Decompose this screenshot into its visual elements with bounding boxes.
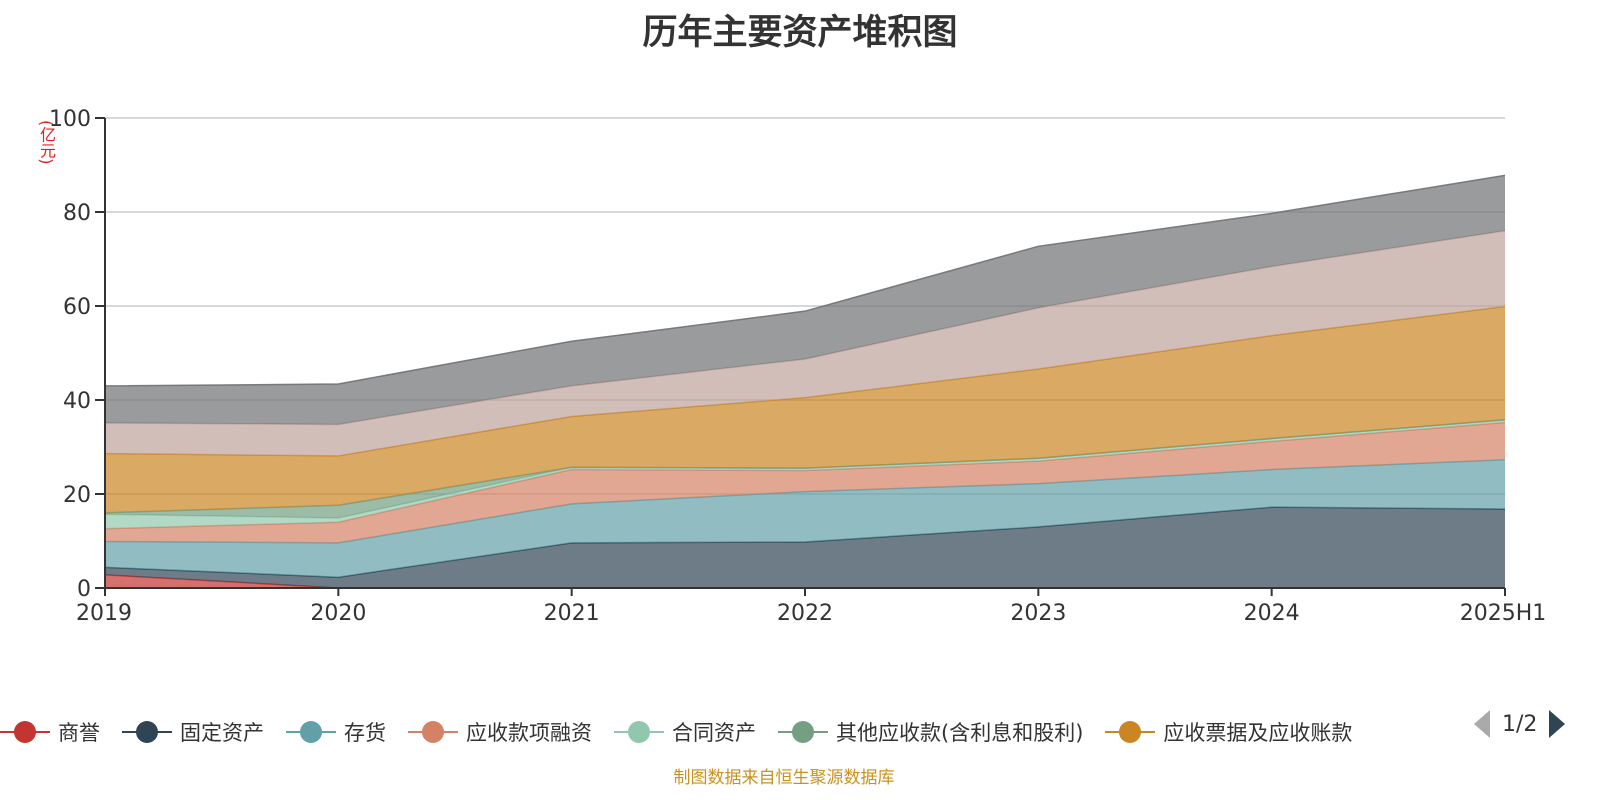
legend-label: 其他应收款(含利息和股利) xyxy=(836,721,1084,745)
legend-marker-icon xyxy=(1105,720,1156,744)
y-tick-label: 40 xyxy=(63,389,91,414)
legend-marker-icon xyxy=(778,720,828,744)
x-tick-label: 2019 xyxy=(76,601,132,626)
y-tick-label: 20 xyxy=(63,483,91,508)
x-tick-label: 2023 xyxy=(1010,601,1066,626)
legend-pager: 1/2 xyxy=(1474,704,1566,744)
area-series-1 xyxy=(105,574,1505,588)
y-tick-label: 100 xyxy=(49,107,91,132)
y-tick-label: 0 xyxy=(77,577,91,602)
legend-marker-icon xyxy=(122,720,172,744)
legend-label: 固定资产 xyxy=(180,721,264,745)
x-tick-label: 2021 xyxy=(544,601,600,626)
area-series-5 xyxy=(105,419,1505,529)
stacked-area-chart: 0 20 40 60 80 100 2019 2020 2021 2022 2023 2024 2025… xyxy=(49,107,1546,626)
area-series-4 xyxy=(105,422,1505,543)
legend-item[interactable]: 合同资产 xyxy=(614,717,756,747)
area-series-7 xyxy=(105,306,1505,513)
x-tick-label: 2024 xyxy=(1244,601,1300,626)
legend-next-page-icon[interactable] xyxy=(1549,710,1566,738)
legend-item[interactable]: 其他应收款(含利息和股利) xyxy=(778,717,1083,747)
legend-marker-icon xyxy=(286,720,336,744)
x-tick-label: 2022 xyxy=(777,601,833,626)
legend-prev-page-icon[interactable] xyxy=(1474,710,1490,738)
x-tick-label: 2020 xyxy=(310,601,366,626)
x-tick-label: 2025H1 xyxy=(1460,601,1547,626)
legend-label: 存货 xyxy=(344,721,386,745)
legend-label: 合同资产 xyxy=(672,721,756,745)
y-axis-unit-label: (亿元) xyxy=(37,120,56,165)
y-tick-label: 80 xyxy=(63,201,91,226)
series-line-9 xyxy=(104,174,1506,387)
legend-label: 商誉 xyxy=(58,721,100,745)
legend-item[interactable]: 应收票据及应收账款 xyxy=(1105,717,1352,747)
chart-title: 历年主要资产堆积图 xyxy=(642,13,958,53)
legend-item[interactable]: 应收款项融资 xyxy=(408,717,592,747)
area-series-9 xyxy=(105,175,1505,425)
legend-label: 应收款项融资 xyxy=(466,721,592,745)
legend-marker-icon xyxy=(0,720,50,744)
legend-marker-icon xyxy=(614,720,664,744)
area-series-2 xyxy=(105,507,1505,588)
legend-page-indicator: 1/2 xyxy=(1502,711,1538,737)
area-series xyxy=(104,174,1506,589)
axes: 0 20 40 60 80 100 2019 2020 2021 2022 2023 2024 2025… xyxy=(49,107,1546,626)
legend-item[interactable]: 存货 xyxy=(286,717,386,747)
legend-label: 应收票据及应收账款 xyxy=(1163,721,1353,745)
source-note: 制图数据来自恒生聚源数据库 xyxy=(673,768,895,788)
y-tick-label: 60 xyxy=(63,295,91,320)
area-series-3 xyxy=(105,459,1505,578)
legend: 商誉 固定资产 存货 应收款项融资 合同资产 其他应收款(含利息和股利) 应收票据及应收账款 xyxy=(0,712,1374,752)
legend-item[interactable]: 固定资产 xyxy=(122,717,264,747)
area-series-8 xyxy=(105,230,1505,456)
legend-item[interactable]: 商誉 xyxy=(0,717,100,747)
legend-marker-icon xyxy=(408,720,458,744)
